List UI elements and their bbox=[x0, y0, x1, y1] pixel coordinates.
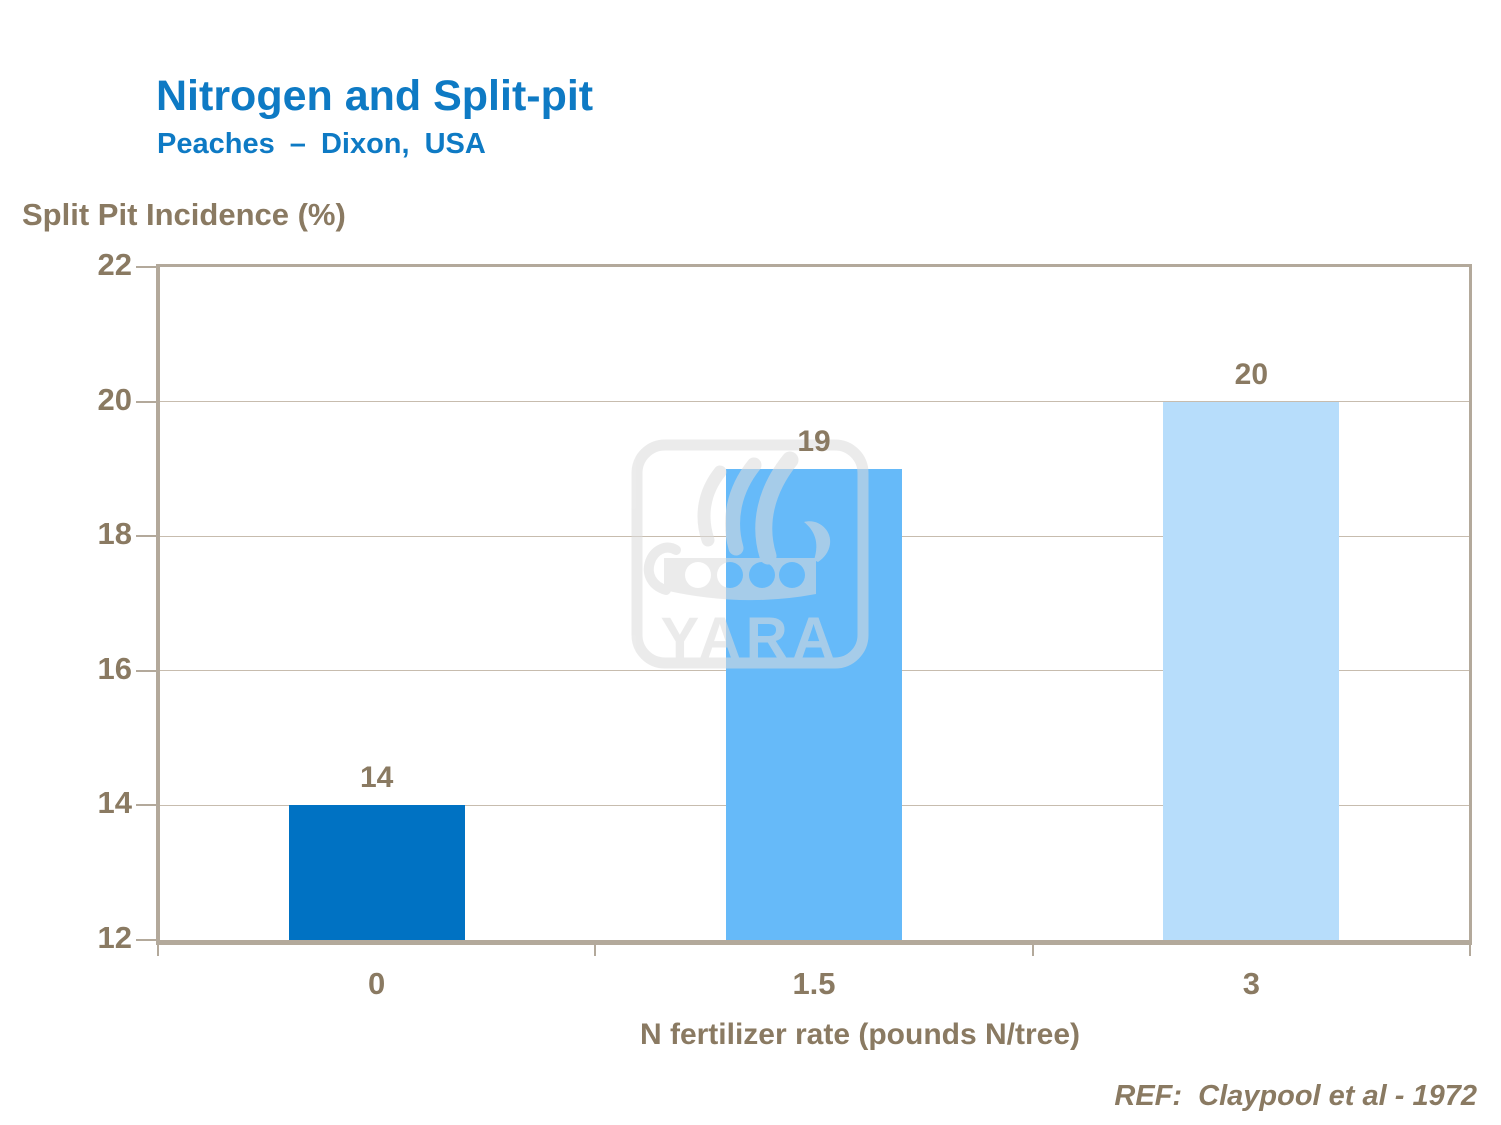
watermark-wordmark: YARA bbox=[660, 606, 839, 670]
x-axis-tick bbox=[1031, 943, 1034, 956]
y-axis-tick bbox=[136, 804, 158, 807]
y-axis-tick bbox=[136, 400, 158, 403]
reference-text: REF: Claypool et al - 1972 bbox=[1114, 1080, 1477, 1112]
y-axis-tick bbox=[136, 939, 158, 941]
y-axis-title: Split Pit Incidence (%) bbox=[22, 197, 346, 232]
y-tick-label: 18 bbox=[97, 516, 132, 552]
x-axis-title: N fertilizer rate (pounds N/tree) bbox=[639, 1018, 1081, 1051]
bar bbox=[288, 805, 465, 940]
bar bbox=[726, 468, 902, 940]
y-tick-label: 20 bbox=[97, 381, 132, 417]
y-axis-tick bbox=[136, 266, 158, 268]
y-tick-label: 12 bbox=[97, 920, 132, 955]
x-tick-label: 3 bbox=[1242, 966, 1260, 1001]
bar-value-label: 20 bbox=[1234, 357, 1269, 391]
y-gridline bbox=[158, 401, 1470, 403]
slide-title: Nitrogen and Split-pit bbox=[156, 72, 594, 120]
yara-watermark-logo: YARA bbox=[631, 439, 869, 670]
bar-value-label: 14 bbox=[359, 761, 394, 795]
y-tick-label: 16 bbox=[97, 650, 132, 686]
viking-ship-stern bbox=[643, 542, 681, 595]
x-tick-label: 0 bbox=[368, 966, 386, 1001]
bar-value-label: 19 bbox=[797, 424, 831, 458]
bar bbox=[1163, 401, 1340, 940]
watermark-frame bbox=[631, 439, 869, 669]
y-tick-label: 22 bbox=[97, 247, 132, 282]
viking-ship-sails bbox=[697, 451, 799, 565]
slide-subtitle: Peaches – Dixon, USA bbox=[157, 128, 486, 160]
plot-area-border bbox=[156, 264, 1472, 945]
x-axis-tick bbox=[157, 943, 159, 956]
x-axis-tick bbox=[1469, 943, 1471, 956]
y-axis-tick bbox=[136, 669, 158, 672]
viking-ship-dragon-head bbox=[804, 521, 831, 562]
viking-ship-hull bbox=[664, 558, 816, 601]
y-tick-label: 14 bbox=[97, 785, 132, 821]
x-axis-tick bbox=[594, 943, 597, 956]
y-axis-tick bbox=[136, 535, 158, 538]
x-tick-label: 1.5 bbox=[792, 966, 836, 1001]
